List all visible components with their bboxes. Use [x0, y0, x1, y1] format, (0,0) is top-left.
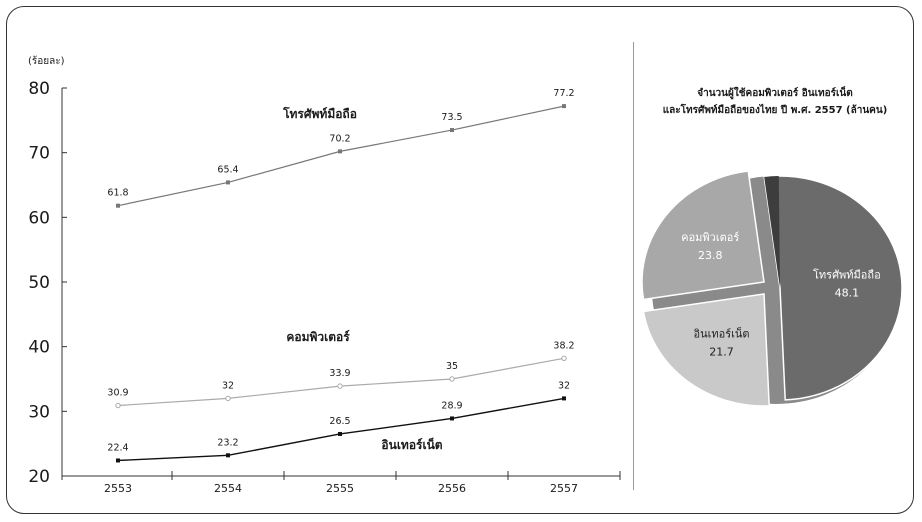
- data-point: [337, 383, 343, 389]
- pie-slice: [763, 175, 903, 401]
- y-tick-label: 40: [28, 338, 50, 358]
- y-tick-label: 30: [28, 402, 50, 422]
- data-label: 30.9: [107, 388, 128, 399]
- series-label-mobile: โทรศัพท์มือถือ: [282, 106, 357, 121]
- panel-divider: [633, 42, 634, 490]
- data-point: [562, 396, 566, 401]
- data-label: 32: [558, 380, 570, 391]
- data-point: [115, 402, 121, 409]
- pie-slice-value: 48.1: [835, 287, 860, 300]
- data-point: [561, 355, 567, 362]
- data-label: 26.5: [329, 416, 350, 427]
- x-tick-labels: 2553 2554 2555 2556 2557: [104, 482, 578, 495]
- pie-labels: โทรศัพท์มือถือ 48.1 อินเทอร์เน็ต 21.7 คอมพิว…: [681, 231, 880, 359]
- pie-slice-name: คอมพิวเตอร์: [681, 231, 739, 244]
- data-point: [338, 431, 342, 436]
- data-point: [226, 180, 230, 185]
- y-tick-labels: 20 30 40 50 60 70 80: [28, 79, 50, 487]
- data-point: [338, 149, 342, 154]
- data-label: 70.2: [329, 133, 350, 144]
- pie-slice-value: 23.8: [698, 249, 723, 262]
- y-tick-label: 70: [28, 144, 50, 164]
- line-series: 61.8 65.4 70.2 73.5 77.2 30.9 32 33.9 35 38.2 22.4…: [107, 88, 575, 463]
- y-unit-label: (ร้อยละ): [28, 55, 65, 67]
- y-tick-label: 20: [28, 467, 50, 487]
- data-point: [562, 104, 566, 109]
- chart-frame: [6, 6, 914, 514]
- pie-title-line2: และโทรศัพท์มือถือของไทย ปี พ.ศ. 2557 (ล้…: [663, 103, 888, 116]
- pie-title-line1: จำนวนผู้ใช้คอมพิวเตอร์ อินเทอร์เน็ต: [697, 85, 853, 100]
- x-tick-label: 2553: [104, 482, 132, 495]
- data-point: [225, 395, 231, 402]
- pie-slice-name: โทรศัพท์มือถือ: [813, 268, 881, 282]
- y-tick-label: 60: [28, 208, 50, 228]
- pie-rim: [764, 176, 780, 288]
- x-tick-label: 2556: [438, 482, 466, 495]
- data-point: [450, 128, 454, 133]
- data-label: 77.2: [553, 88, 574, 99]
- data-label: 28.9: [441, 400, 462, 411]
- series-label-internet: อินเทอร์เน็ต: [381, 437, 442, 452]
- data-label: 61.8: [107, 188, 128, 199]
- line-chart-axes: [61, 87, 621, 480]
- data-point: [116, 203, 120, 208]
- x-tick-label: 2555: [326, 482, 354, 495]
- series-label-computer: คอมพิวเตอร์: [286, 330, 350, 344]
- pie-slice-name: อินเทอร์เน็ต: [693, 327, 749, 341]
- pie-slices: [641, 170, 903, 407]
- y-tick-label: 80: [28, 79, 50, 99]
- pie-slice: [641, 170, 765, 301]
- data-label: 32: [222, 380, 234, 391]
- data-point: [226, 453, 230, 458]
- data-label: 38.2: [553, 340, 574, 351]
- pie-slice: [642, 293, 770, 407]
- data-label: 73.5: [441, 112, 462, 123]
- data-point: [449, 376, 455, 382]
- data-label: 33.9: [329, 368, 350, 379]
- x-tick-label: 2557: [550, 482, 578, 495]
- data-label: 23.2: [217, 437, 238, 448]
- pie-slice-value: 21.7: [709, 346, 734, 359]
- data-point: [116, 458, 120, 463]
- data-point: [450, 416, 454, 421]
- data-label: 65.4: [217, 164, 238, 175]
- y-tick-label: 50: [28, 273, 50, 293]
- x-tick-label: 2554: [214, 482, 242, 495]
- data-label: 35: [446, 361, 458, 372]
- data-label: 22.4: [107, 442, 128, 453]
